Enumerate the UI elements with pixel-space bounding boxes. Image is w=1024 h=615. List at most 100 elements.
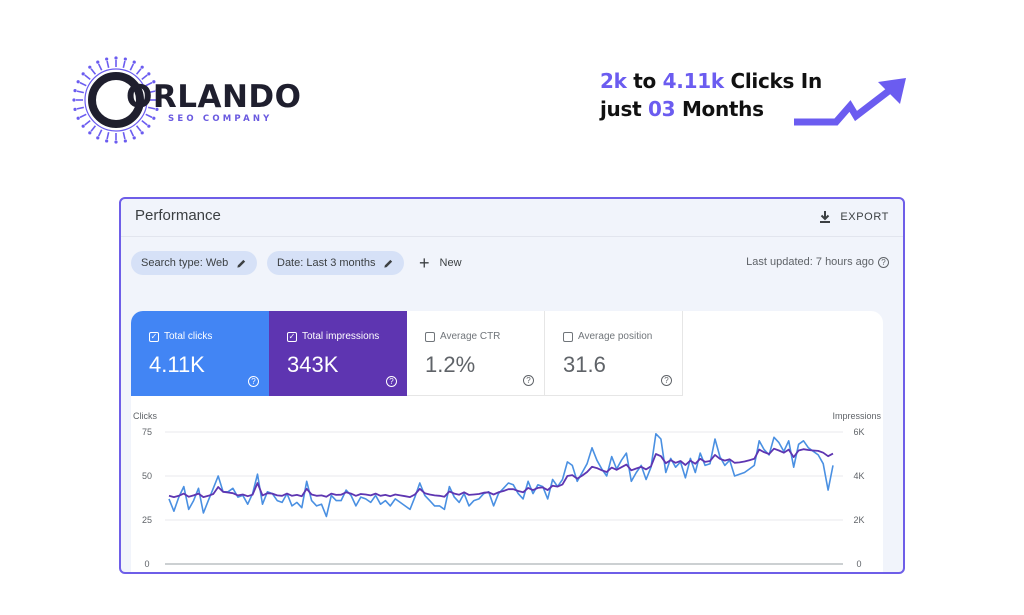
headline-to-word: to xyxy=(633,69,656,93)
left-tick-label: 25 xyxy=(142,515,152,525)
search-type-label: Search type: Web xyxy=(141,257,229,269)
logo-dot xyxy=(88,131,92,135)
logo-dot xyxy=(76,80,80,84)
metrics-panel: ✓ Total clicks 4.11K ? ✓ Total impressio… xyxy=(131,311,883,572)
performance-card: Performance EXPORT Search type: Web Date… xyxy=(119,197,905,574)
logo-ray xyxy=(79,81,87,87)
left-tick-label: 75 xyxy=(142,427,152,437)
headline-line-2: just 03 Months xyxy=(600,95,822,123)
headline: 2k to 4.11k Clicks In just 03 Months xyxy=(600,67,822,123)
logo-dot xyxy=(76,116,80,120)
right-tick-label: 2K xyxy=(853,515,864,525)
headline-line-1: 2k to 4.11k Clicks In xyxy=(600,67,822,95)
checkbox-unchecked-icon[interactable] xyxy=(425,331,435,342)
date-filter-label: Date: Last 3 months xyxy=(277,257,376,269)
help-icon[interactable]: ? xyxy=(248,376,259,387)
logo-ray xyxy=(135,68,142,75)
logo-dot xyxy=(156,98,160,102)
help-icon[interactable]: ? xyxy=(878,256,889,268)
logo-dot xyxy=(155,89,159,93)
metric-tile-average-position[interactable]: Average position 31.6 ? xyxy=(545,311,683,396)
export-label: EXPORT xyxy=(840,211,889,223)
right-tick-label: 6K xyxy=(853,427,864,437)
logo-ray xyxy=(84,74,91,81)
metric-value: 343K xyxy=(287,352,339,377)
pencil-icon xyxy=(237,259,246,268)
metric-label-row: ✓ Total impressions xyxy=(287,331,379,342)
logo-dot xyxy=(132,60,136,64)
logo-ray xyxy=(106,60,110,69)
brand-tagline: SEO COMPANY xyxy=(168,114,273,124)
logo-ray xyxy=(141,119,148,126)
export-button[interactable]: EXPORT xyxy=(818,206,889,228)
logo-dot xyxy=(132,136,136,140)
logo-ray xyxy=(145,81,153,87)
new-filter-button[interactable]: + New xyxy=(419,251,462,275)
metric-tile-average-ctr[interactable]: Average CTR 1.2% ? xyxy=(407,311,545,396)
metric-label: Average position xyxy=(578,331,653,342)
logo-ray xyxy=(90,125,97,132)
logo-dot xyxy=(123,139,127,143)
left-tick-label: 0 xyxy=(144,559,149,569)
headline-months-word: Months xyxy=(681,97,764,121)
sun-gear-logo-icon xyxy=(72,56,160,144)
logo-ray xyxy=(76,106,85,110)
headline-prefix: just xyxy=(600,97,642,121)
logo-dot xyxy=(88,65,92,69)
logo-dot xyxy=(73,107,77,111)
search-type-filter-chip[interactable]: Search type: Web xyxy=(131,251,258,275)
last-updated-text: Last updated: 7 hours ago xyxy=(746,256,874,268)
plus-icon: + xyxy=(419,253,430,273)
logo-dot xyxy=(105,139,109,143)
logo-dot xyxy=(73,89,77,93)
left-axis-title: Clicks xyxy=(133,411,157,421)
metric-label-row: Average position xyxy=(563,331,652,342)
headline-to-value: 4.11k xyxy=(662,69,724,93)
headline-from-value: 2k xyxy=(600,69,627,93)
help-icon[interactable]: ? xyxy=(386,376,397,387)
trend-up-arrow-icon xyxy=(794,78,906,126)
metric-label-row: Average CTR xyxy=(425,331,500,342)
metric-label: Total impressions xyxy=(302,331,380,342)
brand-name: ORLANDO xyxy=(126,79,302,115)
metric-label: Total clicks xyxy=(164,331,213,342)
logo-ray xyxy=(145,113,153,119)
logo-dot xyxy=(96,60,100,64)
checkbox-unchecked-icon[interactable] xyxy=(563,331,573,342)
logo-ray xyxy=(135,125,142,132)
logo-dot xyxy=(140,131,144,135)
logo-dot xyxy=(152,116,156,120)
logo-ray xyxy=(122,131,126,140)
logo-dot xyxy=(96,136,100,140)
last-updated-status: Last updated: 7 hours ago ? xyxy=(746,256,889,268)
pencil-icon xyxy=(384,259,393,268)
logo-ray xyxy=(106,131,110,140)
page-title: Performance xyxy=(135,207,221,224)
logo-dot xyxy=(114,140,118,144)
help-icon[interactable]: ? xyxy=(523,375,534,386)
right-tick-label: 0 xyxy=(856,559,861,569)
headline-months-value: 03 xyxy=(648,97,676,121)
help-icon[interactable]: ? xyxy=(661,375,672,386)
metric-value: 1.2% xyxy=(425,352,476,377)
impressions-series-line xyxy=(168,447,834,498)
logo-ray xyxy=(90,68,97,75)
metric-tile-total-impressions[interactable]: ✓ Total impressions 343K ? xyxy=(269,311,407,396)
metric-tile-total-clicks[interactable]: ✓ Total clicks 4.11K ? xyxy=(131,311,269,396)
logo-ray xyxy=(76,90,85,94)
checkbox-checked-icon[interactable]: ✓ xyxy=(287,331,297,342)
date-filter-chip[interactable]: Date: Last 3 months xyxy=(267,251,405,275)
logo-dot xyxy=(81,72,85,76)
logo-dot xyxy=(81,124,85,128)
metric-label-row: ✓ Total clicks xyxy=(149,331,212,342)
metric-value: 4.11K xyxy=(149,352,205,377)
logo-dot xyxy=(152,80,156,84)
logo-dot xyxy=(155,107,159,111)
right-axis-title: Impressions xyxy=(832,411,881,421)
checkbox-checked-icon[interactable]: ✓ xyxy=(149,331,159,342)
brand-logo: ORLANDO SEO COMPANY xyxy=(72,56,302,146)
logo-dot xyxy=(105,57,109,61)
logo-ray xyxy=(97,63,103,71)
logo-dot xyxy=(140,65,144,69)
new-filter-label: New xyxy=(439,257,462,269)
